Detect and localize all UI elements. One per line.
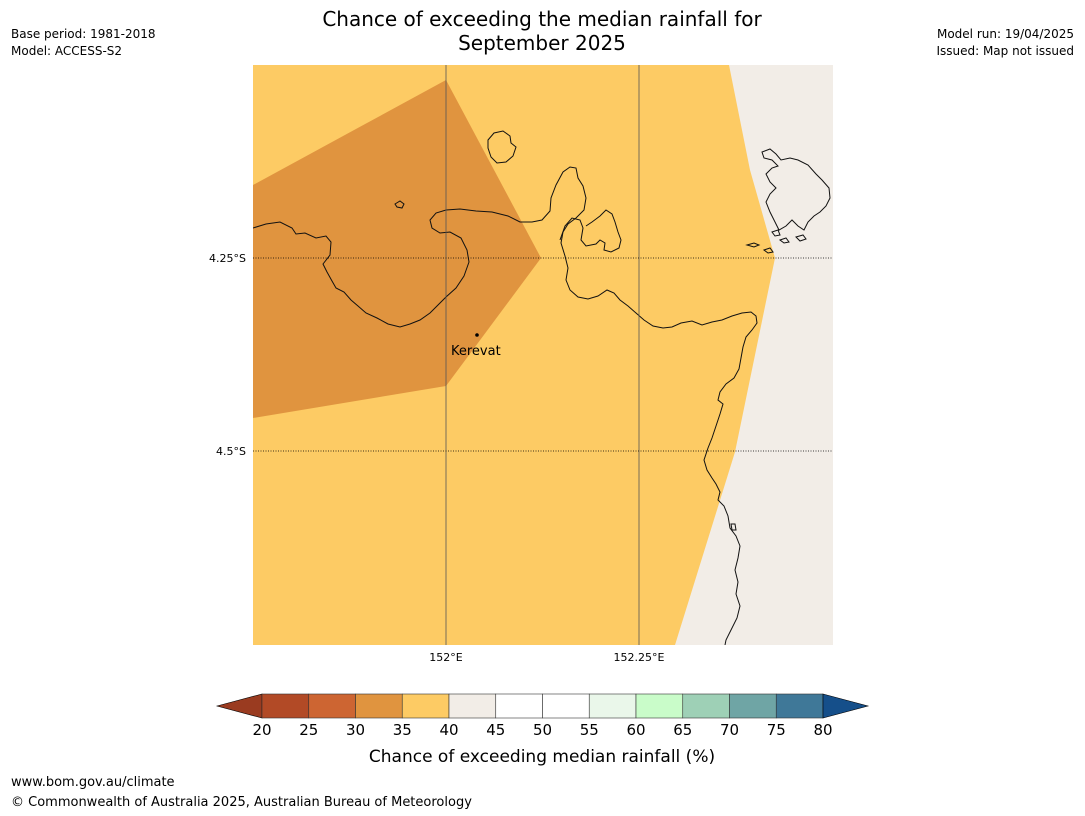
colorbar-cell-70-75 <box>729 693 777 719</box>
colorbar-tick-60: 60 <box>626 721 645 739</box>
islet-c <box>762 247 774 254</box>
title-line-2: September 2025 <box>458 31 626 55</box>
inlet-coast <box>559 209 622 253</box>
colorbar-over-arrow <box>822 693 870 719</box>
model-text: Model: ACCESS-S2 <box>11 44 123 58</box>
colorbar-ticks: 20 25 30 35 40 45 50 55 60 65 70 75 80 <box>252 721 832 739</box>
islet-e <box>795 234 807 242</box>
islet-a <box>394 200 405 209</box>
map-area: Kerevat <box>253 65 833 645</box>
issued-text: Issued: Map not issued <box>936 44 1074 58</box>
colorbar-tick-20: 20 <box>252 721 271 739</box>
colorbar-tick-30: 30 <box>346 721 365 739</box>
colorbar-cell-40-45 <box>448 693 497 719</box>
islet-f <box>771 229 781 237</box>
kerevat-label: Kerevat <box>451 344 501 359</box>
duke-of-york-islands <box>761 148 831 231</box>
colorbar-tick-65: 65 <box>673 721 692 739</box>
band-30-35-region <box>253 80 541 418</box>
title-line-1: Chance of exceeding the median rainfall … <box>322 7 762 31</box>
colorbar-tick-70: 70 <box>720 721 739 739</box>
colorbar-cell-35-40 <box>401 693 450 719</box>
colorbar-cell-60-65 <box>635 693 684 719</box>
colorbar-cells <box>261 693 824 719</box>
colorbar-cell-50-55 <box>542 693 590 719</box>
lat-label-4-5s: 4.5°S <box>216 445 246 458</box>
islet-b <box>745 242 761 248</box>
lat-label-4-25s: 4.25°S <box>209 252 246 265</box>
footer-url: www.bom.gov.au/climate <box>11 775 175 790</box>
colorbar-tick-75: 75 <box>767 721 786 739</box>
base-period-text: Base period: 1981-2018 <box>11 27 156 41</box>
colorbar-cell-30-35 <box>355 693 403 719</box>
colorbar-tick-45: 45 <box>486 721 505 739</box>
colorbar-tick-40: 40 <box>439 721 458 739</box>
colorbar-label: Chance of exceeding median rainfall (%) <box>369 747 715 767</box>
footer-copyright: © Commonwealth of Australia 2025, Austra… <box>11 795 472 810</box>
map-title: Chance of exceeding the median rainfall … <box>242 7 842 55</box>
colorbar-cell-65-70 <box>682 693 730 719</box>
colorbar-cell-55-60 <box>588 693 637 719</box>
colorbar-under-arrow <box>215 693 263 719</box>
coastline <box>253 130 831 645</box>
colorbar-tick-35: 35 <box>393 721 412 739</box>
colorbar-cell-75-80 <box>775 693 824 719</box>
meta-left: Base period: 1981-2018 Model: ACCESS-S2 <box>11 26 156 60</box>
model-run-text: Model run: 19/04/2025 <box>936 27 1074 41</box>
band-40-45-region <box>675 65 833 645</box>
lon-label-152-25e: 152.25°E <box>614 651 665 664</box>
islet-g <box>730 523 737 531</box>
colorbar-tick-80: 80 <box>813 721 832 739</box>
graticule <box>253 65 833 645</box>
colorbar-cell-25-30 <box>308 693 356 719</box>
meta-right: Model run: 19/04/2025 Issued: Map not is… <box>936 26 1074 60</box>
colorbar-tick-55: 55 <box>580 721 599 739</box>
small-island <box>487 130 517 164</box>
lon-label-152e: 152°E <box>429 651 462 664</box>
colorbar-cell-45-50 <box>495 693 543 719</box>
colorbar-cell-20-25 <box>261 693 310 719</box>
islet-d <box>778 237 790 244</box>
colorbar-tick-25: 25 <box>299 721 318 739</box>
colorbar-tick-50: 50 <box>533 721 552 739</box>
coastline-main <box>253 166 758 645</box>
kerevat-marker <box>475 333 479 337</box>
